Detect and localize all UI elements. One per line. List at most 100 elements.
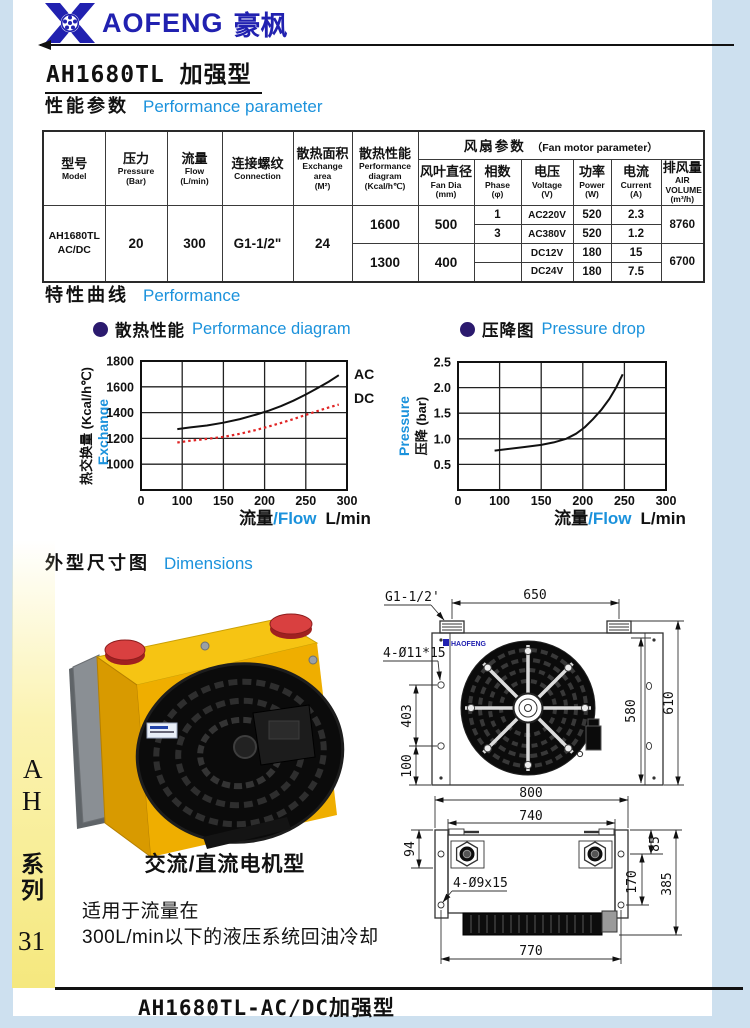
cell-current-3: 15 — [610, 243, 662, 264]
svg-text:0: 0 — [138, 494, 145, 508]
cell-air-1: 8760 — [660, 205, 705, 245]
cell-model: AH1680TL AC/DC — [42, 205, 106, 283]
svg-text:0: 0 — [455, 494, 462, 508]
performance-parameter-table: 型号 Model 压力 Pressure (Bar) 流量 Flow (L/min) 连接… — [42, 130, 706, 283]
dim-170: 170 — [625, 870, 640, 893]
svg-text:1200: 1200 — [106, 432, 134, 446]
x-axis-label: 流量/Flow L/min — [239, 509, 371, 528]
cell-kcal-1: 1600 — [351, 205, 419, 245]
x-axis-label: 流量/Flow L/min — [554, 509, 686, 528]
section-dimensions: 外型尺寸图 Dimensions — [45, 549, 253, 575]
svg-text:1.0: 1.0 — [434, 432, 451, 446]
col-header-pressure: 压力 Pressure (Bar) — [104, 130, 168, 207]
front-fan — [460, 640, 602, 776]
svg-text:200: 200 — [254, 494, 275, 508]
cell-phase-1: 1 — [473, 205, 522, 226]
bullet-icon — [93, 321, 108, 337]
cell-pressure: 20 — [104, 205, 168, 283]
front-dimensions: 650 G1-1/2' 4-Ø11*15 403 100 580 610 — [383, 588, 684, 786]
table-row: 1300 400 DC12V 180 15 6700 — [43, 243, 705, 283]
brand-name-cn: 豪枫 — [233, 10, 288, 41]
svg-text:0.5: 0.5 — [434, 458, 451, 472]
legend-pressure-drop: 压降图 Pressure drop — [460, 317, 645, 341]
svg-text:1400: 1400 — [106, 406, 134, 420]
svg-text:250: 250 — [614, 494, 635, 508]
svg-text:150: 150 — [213, 494, 234, 508]
dim-800: 800 — [519, 786, 542, 801]
table-row: DC24V 180 7.5 — [43, 262, 704, 283]
cell-power-4: 180 — [572, 262, 612, 283]
dim-610: 610 — [662, 691, 677, 714]
front-body: HAOFENG — [431, 620, 664, 786]
section-performance-parameter: 性能参数 Performance parameter — [45, 92, 323, 118]
brand-logo: AOFENG 豪枫 — [44, 2, 288, 44]
product-photo — [69, 613, 345, 859]
col-header-fan-dia: 风叶直径 Fan Dia (mm) — [417, 158, 475, 207]
drawing-brand-text: HAOFENG — [451, 641, 487, 648]
col-header-phase: 相数 Phase (φ) — [473, 158, 522, 207]
table-row: AH1680TL AC/DC 20 300 G1-1/2" 24 1600 500… — [42, 205, 705, 283]
col-header-model: 型号 Model — [42, 130, 106, 207]
series-letter-h: H — [22, 786, 42, 816]
table-header-row-1: 型号 Model 压力 Pressure (Bar) 流量 Flow (L/min) 连接… — [42, 130, 705, 207]
col-header-current: 电流 Current (A) — [610, 158, 662, 207]
fan-logo-icon — [45, 3, 95, 43]
svg-text:1000: 1000 — [106, 458, 134, 472]
cell-current-1: 2.3 — [610, 205, 662, 226]
cell-kcal-2: 1300 — [351, 243, 419, 283]
svg-text:1800: 1800 — [106, 355, 134, 369]
cell-phase-2: 3 — [473, 224, 522, 245]
svg-text:1600: 1600 — [106, 380, 134, 394]
series-label-1: 系 — [21, 851, 44, 877]
svg-text:DC: DC — [354, 390, 374, 406]
dim-770: 770 — [519, 944, 542, 959]
col-header-air-volume: 排风量 AIR VOLUME (m³/h) — [660, 158, 705, 207]
footer-rule — [55, 987, 743, 990]
cell-current-4: 7.5 — [610, 262, 662, 283]
cell-fandia-1: 500 — [417, 205, 475, 245]
svg-text:100: 100 — [489, 494, 510, 508]
svg-text:1.5: 1.5 — [434, 407, 451, 421]
page-number: 31 — [18, 926, 45, 956]
col-header-voltage: 电压 Voltage (V) — [520, 158, 574, 207]
section-title-cn: 性能参数 — [45, 96, 129, 116]
footer-model-label: AH1680TL-AC/DC加强型 — [138, 996, 396, 1020]
y-axis-label-en: Pressure — [396, 396, 412, 456]
cell-area: 24 — [292, 205, 353, 283]
cell-power-3: 180 — [572, 243, 612, 264]
dim-403: 403 — [400, 704, 415, 727]
svg-text:300: 300 — [656, 494, 677, 508]
series-sidebar — [12, 540, 55, 988]
page-title: AH1680TL 加强型 — [45, 55, 262, 94]
top-view-drawing: 800 740 94 85 170 385 770 4-Ø9x15 — [403, 786, 682, 964]
section-performance-curves: 特性曲线 Performance — [45, 281, 240, 307]
series-label-2: 列 — [21, 877, 44, 903]
svg-text:AC: AC — [354, 366, 374, 382]
col-header-exchange-area: 散热面积 Exchange area (M²) — [292, 130, 353, 207]
series-letter-a: A — [23, 754, 43, 784]
cell-voltage-3: DC12V — [520, 243, 574, 264]
cell-phase-4 — [473, 262, 522, 283]
brand-name: AOFENG — [102, 7, 224, 38]
svg-text:2.0: 2.0 — [434, 381, 451, 395]
top-body — [434, 828, 629, 936]
section-title-en: Performance parameter — [143, 97, 323, 116]
section-title-cn: 特性曲线 — [45, 285, 129, 305]
bullet-icon — [460, 321, 475, 337]
section-title-en: Dimensions — [164, 554, 253, 573]
cell-power-1: 520 — [572, 205, 612, 226]
y-axis-label: 热交换量 (Kcal/h℃) — [79, 367, 94, 485]
cell-flow: 300 — [166, 205, 223, 283]
cell-air-2: 6700 — [660, 243, 705, 283]
cell-voltage-1: AC220V — [520, 205, 574, 226]
dim-385: 385 — [660, 872, 675, 895]
cell-connection: G1-1/2" — [221, 205, 294, 283]
dim-94: 94 — [403, 841, 418, 857]
dim-100: 100 — [400, 754, 415, 777]
col-header-connection: 连接螺纹 Connection — [221, 130, 294, 207]
application-note-line1: 适用于流量在 — [82, 901, 200, 922]
cell-voltage-2: AC380V — [520, 224, 574, 245]
dim-580: 580 — [624, 699, 639, 722]
cell-phase-3 — [473, 243, 522, 264]
cell-voltage-4: DC24V — [520, 262, 574, 283]
